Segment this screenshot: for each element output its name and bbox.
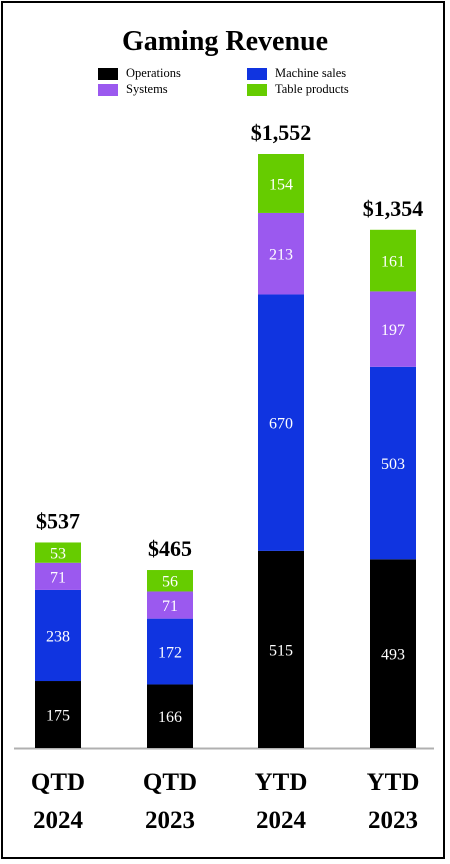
data-label-operations-1: 166 <box>158 709 182 726</box>
bar-systems-0 <box>35 562 81 590</box>
bar-table-products-2 <box>258 154 304 213</box>
legend-item-systems: Systems <box>98 82 168 97</box>
bar-operations-3 <box>370 559 416 748</box>
bar-operations-0 <box>35 681 81 748</box>
legend-swatch-operations <box>98 67 118 80</box>
data-label-systems-2: 213 <box>269 247 293 264</box>
category-label-2-0: YTD <box>255 769 308 796</box>
bar-machine-sales-2 <box>258 294 304 551</box>
data-label-machine-sales-0: 238 <box>46 628 70 645</box>
category-label-1-0: QTD <box>143 769 197 796</box>
data-label-systems-0: 71 <box>50 569 66 586</box>
legend-label-machine-sales: Machine sales <box>275 66 347 80</box>
total-label-1: $465 <box>148 536 192 561</box>
total-label-2: $1,552 <box>251 120 312 145</box>
bar-operations-1 <box>147 684 193 748</box>
bar-systems-3 <box>370 291 416 367</box>
data-label-systems-3: 197 <box>381 322 405 339</box>
bar-systems-2 <box>258 212 304 295</box>
legend-label-systems: Systems <box>126 82 168 96</box>
legend-item-operations: Operations <box>98 66 181 81</box>
data-label-table-products-2: 154 <box>269 176 293 193</box>
data-label-operations-3: 493 <box>381 647 405 664</box>
data-label-machine-sales-2: 670 <box>269 416 293 433</box>
legend-swatch-machine-sales <box>247 67 267 80</box>
data-label-operations-0: 175 <box>46 708 70 725</box>
legend-label-table-products: Table products <box>275 82 349 96</box>
bar-table-products-3 <box>370 229 416 292</box>
data-label-table-products-1: 56 <box>162 574 178 591</box>
bar-operations-2 <box>258 550 304 748</box>
total-label-3: $1,354 <box>363 196 424 221</box>
category-label-1-1: 2023 <box>145 807 195 834</box>
bar-machine-sales-3 <box>370 366 416 560</box>
data-label-operations-2: 515 <box>269 642 293 659</box>
total-label-0: $537 <box>36 508 80 533</box>
legend-item-table-products: Table products <box>247 82 349 97</box>
data-label-table-products-0: 53 <box>50 546 66 563</box>
data-label-machine-sales-1: 172 <box>158 645 182 662</box>
category-label-2-1: 2024 <box>256 807 307 834</box>
bar-systems-1 <box>147 591 193 619</box>
chart-title: Gaming Revenue <box>121 26 329 57</box>
bar-machine-sales-1 <box>147 618 193 685</box>
legend-swatch-table-products <box>247 83 267 96</box>
bar-table-products-1 <box>147 570 193 592</box>
legend-label-operations: Operations <box>126 66 181 80</box>
legend-item-machine-sales: Machine sales <box>247 66 346 81</box>
legend-swatch-systems <box>98 83 118 96</box>
data-label-table-products-3: 161 <box>381 254 405 271</box>
category-label-0-1: 2024 <box>33 807 84 834</box>
data-label-systems-1: 71 <box>162 598 178 615</box>
bar-machine-sales-0 <box>35 589 81 682</box>
bar-table-products-0 <box>35 542 81 563</box>
category-label-3-1: 2023 <box>368 807 418 834</box>
data-label-machine-sales-3: 503 <box>381 456 405 473</box>
category-label-3-0: YTD <box>367 769 420 796</box>
category-label-0-0: QTD <box>31 769 85 796</box>
